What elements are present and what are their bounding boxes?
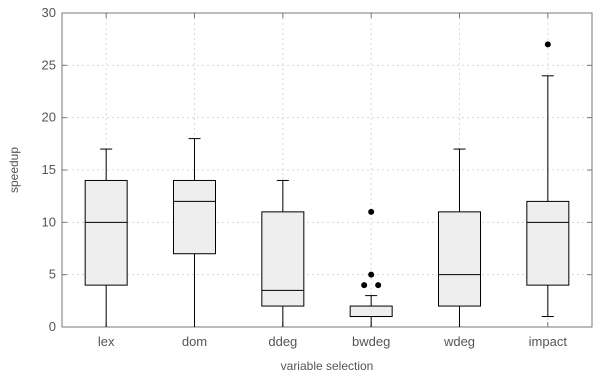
iqr-box: [438, 211, 481, 307]
y-axis-label: speedup: [7, 147, 21, 193]
y-tick-label: 0: [49, 319, 56, 334]
iqr-box: [173, 179, 216, 255]
x-tick-label: impact: [529, 334, 568, 349]
boxes: [84, 41, 570, 327]
y-tick-label: 10: [42, 214, 56, 229]
outlier-point: [544, 41, 551, 48]
y-tick-label: 25: [42, 57, 56, 72]
box-dom: [173, 138, 216, 327]
axes: [61, 12, 593, 328]
x-tick-label: wdeg: [443, 334, 475, 349]
box-ddeg: [261, 179, 305, 327]
x-tick-label: ddeg: [268, 334, 297, 349]
outlier-point: [361, 282, 368, 289]
plot-frame: [61, 12, 593, 328]
iqr-box: [84, 179, 128, 286]
box-bwdeg: [349, 208, 393, 327]
y-tick-label: 5: [49, 267, 56, 282]
tick-labels: 0 5 10 15 20 25 30 lex dom ddeg bwdeg wdeg impact: [42, 5, 568, 349]
outlier-point: [368, 208, 375, 215]
iqr-box: [526, 200, 570, 286]
outlier-point: [375, 282, 382, 289]
box-impact: [526, 41, 570, 318]
iqr-box: [349, 305, 393, 318]
box-lex: [84, 148, 128, 327]
outlier-point: [368, 271, 375, 278]
grid-lines: [62, 13, 592, 327]
iqr-box: [261, 211, 305, 307]
x-tick-label: bwdeg: [352, 334, 390, 349]
x-axis-label: variable selection: [281, 359, 374, 373]
y-tick-label: 20: [42, 110, 56, 125]
x-tick-label: lex: [98, 334, 115, 349]
y-tick-label: 15: [42, 162, 56, 177]
x-tick-label: dom: [182, 334, 207, 349]
y-tick-label: 30: [42, 5, 56, 20]
box-wdeg: [438, 148, 481, 327]
